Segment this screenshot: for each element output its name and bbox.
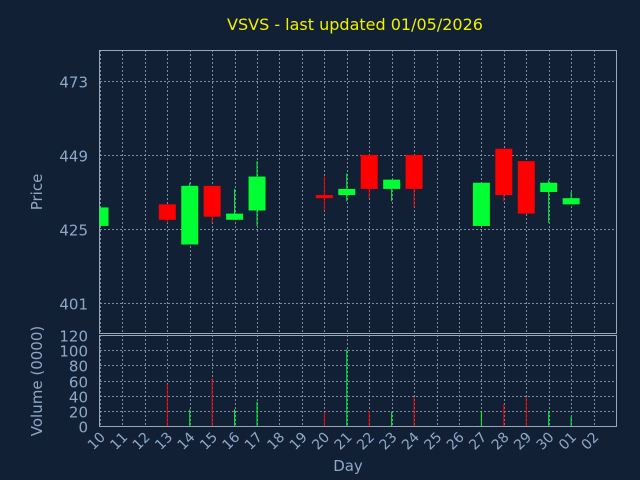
candle-17 xyxy=(248,161,266,226)
candle-23 xyxy=(383,179,401,202)
x-tick-label: 16 xyxy=(220,429,244,453)
x-tick-label: 26 xyxy=(444,429,468,453)
x-tick-label: 25 xyxy=(421,430,445,454)
x-tick-label: 11 xyxy=(107,430,131,454)
x-tick-label: 22 xyxy=(354,430,378,454)
volume-panel-frame xyxy=(99,335,617,427)
price-panel-frame xyxy=(99,50,617,334)
candles xyxy=(99,148,580,245)
candle-20 xyxy=(315,176,333,211)
x-tick-label: 24 xyxy=(399,429,423,453)
x-tick-label: 20 xyxy=(309,430,333,454)
x-tick-label: 28 xyxy=(489,430,513,454)
candle-body xyxy=(158,204,176,220)
volume-y-tick-label: 0 xyxy=(78,419,88,437)
candle-13 xyxy=(158,204,176,223)
candle-body xyxy=(562,198,580,205)
x-tick-label: 01 xyxy=(556,430,580,454)
candle-16 xyxy=(226,188,244,220)
candle-21 xyxy=(338,173,356,202)
x-tick-label: 19 xyxy=(287,430,311,454)
x-tick-label: 12 xyxy=(130,430,154,454)
candle-body xyxy=(338,188,356,196)
candle-body xyxy=(248,176,266,211)
x-tick-label: 10 xyxy=(85,430,109,454)
price-y-tick-label: 401 xyxy=(59,296,88,314)
candle-24 xyxy=(405,154,423,208)
volume-y-tick-label: 60 xyxy=(69,374,88,392)
x-tick-label: 17 xyxy=(242,430,266,454)
candle-body xyxy=(383,179,401,189)
candle-29 xyxy=(517,161,535,214)
x-tick-label: 30 xyxy=(534,430,558,454)
volume-axis-label: Volume (0000) xyxy=(28,326,46,436)
candle-body xyxy=(472,182,490,226)
x-tick-label: 21 xyxy=(332,430,356,454)
candle-10 xyxy=(99,207,109,226)
volume-y-tick-label: 20 xyxy=(69,404,88,422)
candle-body xyxy=(181,185,199,245)
x-tick-label: 23 xyxy=(377,430,401,454)
x-axis-label: Day xyxy=(333,457,363,475)
candle-28 xyxy=(495,148,513,202)
price-y-tick-label: 425 xyxy=(59,222,88,240)
x-tick-label: 29 xyxy=(511,430,535,454)
candle-15 xyxy=(203,185,221,223)
candle-body xyxy=(315,195,333,199)
price-grid xyxy=(100,50,616,334)
price-y-ticks: 401 425 449 473 xyxy=(59,74,88,314)
candle-body xyxy=(405,154,423,189)
candle-14 xyxy=(181,182,199,245)
volume-y-tick-label: 100 xyxy=(59,343,88,361)
candle-body xyxy=(203,185,221,217)
x-tick-label: 14 xyxy=(175,429,199,453)
x-tick-label: 27 xyxy=(466,430,490,454)
candle-body xyxy=(226,213,244,220)
volume-y-tick-label: 40 xyxy=(69,389,88,407)
candle-body xyxy=(100,207,109,226)
price-y-tick-label: 449 xyxy=(59,148,88,166)
volume-bars xyxy=(166,349,572,426)
candle-27 xyxy=(472,182,490,226)
candle-body xyxy=(517,161,535,214)
x-tick-label: 18 xyxy=(264,430,288,454)
price-y-tick-label: 473 xyxy=(59,74,88,92)
chart-title: VSVS - last updated 01/05/2026 xyxy=(227,15,483,34)
x-tick-label: 13 xyxy=(152,430,176,454)
volume-y-tick-label: 120 xyxy=(59,328,88,346)
volume-grid xyxy=(100,335,616,426)
x-tick-label: 15 xyxy=(197,430,221,454)
candle-body xyxy=(540,182,558,192)
volume-y-tick-label: 80 xyxy=(69,358,88,376)
price-axis-label: Price xyxy=(28,174,46,211)
candle-22 xyxy=(360,154,378,199)
candle-body xyxy=(495,148,513,196)
x-tick-label: 02 xyxy=(578,430,602,454)
candle-30 xyxy=(540,179,558,223)
candle-body xyxy=(360,154,378,189)
x-ticks: 1011121314151617181920212223242526272829… xyxy=(85,429,602,453)
candle-01 xyxy=(562,192,580,205)
